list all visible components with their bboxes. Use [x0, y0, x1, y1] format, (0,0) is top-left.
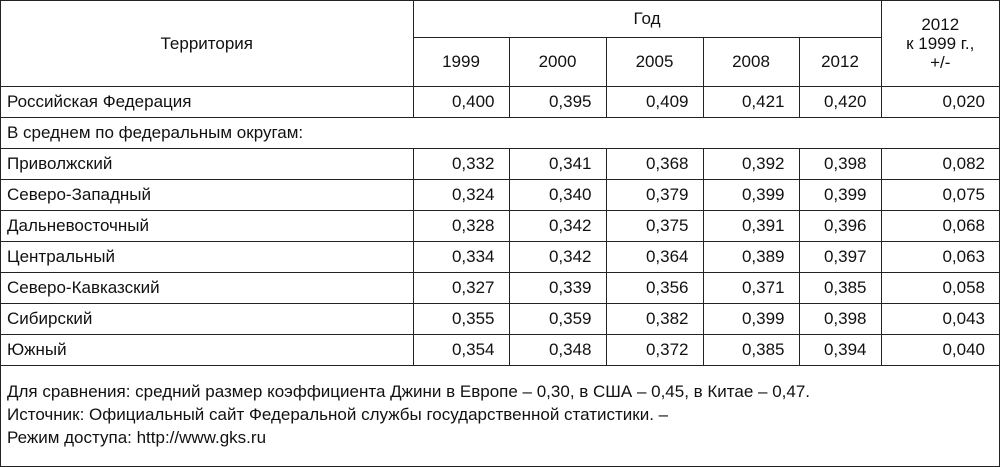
value-cell: 0,327 [412, 272, 510, 304]
value-cell: 0,359 [508, 303, 607, 335]
table-row: В среднем по федеральным округам: [1, 117, 999, 149]
header-row: Территория Год 2012 к 1999 г., +/- [1, 1, 999, 87]
value-cell: 0,364 [605, 241, 704, 273]
value-cell: 0,340 [508, 179, 607, 211]
year-header: 2008 [702, 37, 800, 87]
section-label: В среднем по федеральным округам: [1, 117, 999, 149]
year-header: 2000 [508, 37, 607, 87]
value-cell: 0,409 [605, 86, 704, 118]
value-cell: 0,355 [412, 303, 510, 335]
year-header: 1999 [413, 37, 510, 87]
value-cell: 0,385 [702, 334, 800, 366]
value-cell: 0,328 [412, 210, 510, 242]
table-row: Центральный 0,334 0,342 0,364 0,389 0,397 0,06… [1, 241, 999, 273]
value-cell: 0,394 [798, 334, 882, 366]
value-cell: 0,040 [880, 334, 999, 366]
change-header: 2012 к 1999 г., +/- [880, 1, 999, 87]
change-header-line: к 1999 г., [906, 34, 975, 53]
value-cell: 0,399 [702, 179, 800, 211]
table-row: Российская Федерация 0,400 0,395 0,409 0,421… [1, 86, 999, 118]
territory-name: Сибирский [1, 303, 414, 335]
year-header: 2005 [605, 37, 704, 87]
year-group-header: Год [412, 1, 882, 38]
value-cell: 0,397 [798, 241, 882, 273]
value-cell: 0,395 [508, 86, 607, 118]
value-cell: 0,334 [412, 241, 510, 273]
change-header-line: +/- [930, 53, 951, 72]
value-cell: 0,020 [880, 86, 999, 118]
value-cell: 0,342 [508, 241, 607, 273]
value-cell: 0,043 [880, 303, 999, 335]
territory-name: Северо-Западный [1, 179, 414, 211]
change-header-line: 2012 [921, 15, 960, 34]
territory-name: Приволжский [1, 148, 414, 180]
territory-name: Северо-Кавказский [1, 272, 414, 304]
value-cell: 0,332 [412, 148, 510, 180]
value-cell: 0,392 [702, 148, 800, 180]
value-cell: 0,082 [880, 148, 999, 180]
value-cell: 0,341 [508, 148, 607, 180]
value-cell: 0,339 [508, 272, 607, 304]
value-cell: 0,400 [412, 86, 510, 118]
value-cell: 0,324 [412, 179, 510, 211]
value-cell: 0,391 [702, 210, 800, 242]
table-row: Дальневосточный 0,328 0,342 0,375 0,391 0,396… [1, 210, 999, 242]
value-cell: 0,379 [605, 179, 704, 211]
territory-name: Центральный [1, 241, 414, 273]
value-cell: 0,348 [508, 334, 607, 366]
note-line: Режим доступа: http://www.gks.ru [7, 428, 267, 447]
value-cell: 0,385 [798, 272, 882, 304]
value-cell: 0,063 [880, 241, 999, 273]
table-body: Территория Год 2012 к 1999 г., +/- 1999 2… [1, 1, 999, 366]
value-cell: 0,398 [798, 148, 882, 180]
territory-name: Дальневосточный [1, 210, 414, 242]
value-cell: 0,356 [605, 272, 704, 304]
value-cell: 0,354 [412, 334, 510, 366]
year-header: 2012 [798, 37, 881, 87]
value-cell: 0,375 [605, 210, 704, 242]
value-cell: 0,421 [702, 86, 800, 118]
table-row: Северо-Западный 0,324 0,340 0,379 0,399 0,399… [1, 179, 999, 211]
value-cell: 0,382 [605, 303, 704, 335]
gini-table: Территория Год 2012 к 1999 г., +/- 1999 2… [1, 1, 999, 366]
note-line: Источник: Официальный сайт Федеральной с… [7, 405, 669, 424]
value-cell: 0,058 [880, 272, 999, 304]
value-cell: 0,398 [798, 303, 882, 335]
value-cell: 0,399 [702, 303, 800, 335]
value-cell: 0,371 [702, 272, 800, 304]
value-cell: 0,075 [880, 179, 999, 211]
value-cell: 0,068 [880, 210, 999, 242]
table-row: Сибирский 0,355 0,359 0,382 0,399 0,398 0,043 [1, 303, 999, 335]
value-cell: 0,368 [605, 148, 704, 180]
value-cell: 0,389 [702, 241, 800, 273]
value-cell: 0,396 [798, 210, 882, 242]
note-line: Для сравнения: средний размер коэффициен… [7, 382, 811, 401]
table-row: Приволжский 0,332 0,341 0,368 0,392 0,398 0,08… [1, 148, 999, 180]
value-cell: 0,420 [798, 86, 882, 118]
territory-header: Территория [1, 1, 414, 87]
table-row: Северо-Кавказский 0,327 0,339 0,356 0,371 0,3… [1, 272, 999, 304]
value-cell: 0,399 [798, 179, 882, 211]
notes: Для сравнения: средний размер коэффициен… [1, 366, 999, 449]
territory-name: Российская Федерация [1, 86, 414, 118]
value-cell: 0,372 [605, 334, 704, 366]
table-row: Южный 0,354 0,348 0,372 0,385 0,394 0,040 [1, 334, 999, 366]
territory-name: Южный [1, 334, 414, 366]
value-cell: 0,342 [508, 210, 607, 242]
